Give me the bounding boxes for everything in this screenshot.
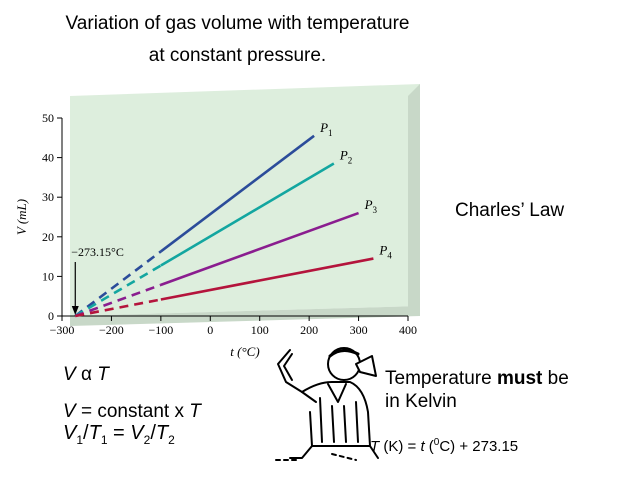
x-tick-label: −200 (99, 323, 124, 337)
series-3-line (160, 211, 360, 287)
x-tick-label: 0 (207, 323, 213, 337)
formula-open: ( (424, 438, 434, 455)
x-tick-label: 100 (251, 323, 269, 337)
chart-labels: −300 −200 −100 0 100 200 300 400 0 10 20 30 40 50 t (°… (14, 111, 417, 359)
series-1-extrapolation (74, 250, 162, 318)
formula-t: T (370, 438, 380, 455)
formula-tsmall: t (420, 438, 425, 455)
x-tick-label: 200 (300, 323, 318, 337)
x-tick-label: −100 (148, 323, 173, 337)
ratio-relation: V1/T1 = V2/T2 (63, 422, 175, 447)
megaphone-man-icon (275, 347, 379, 461)
series-2-label-sub: 2 (348, 156, 353, 166)
kelvin-note: Temperature must be in Kelvin (385, 367, 569, 413)
rel3-v2: V (130, 422, 144, 444)
y-tick-label: 10 (42, 269, 54, 283)
rel1-t: T (97, 364, 109, 385)
formula-close: C) + 273.15 (439, 438, 519, 455)
chart-title-line2: at constant pressure. (148, 45, 327, 66)
formula-k: (K) = (379, 438, 421, 455)
rel3-t2: T (155, 422, 169, 444)
series-1-line (160, 134, 315, 253)
y-axis-label: V (mL) (14, 199, 29, 235)
x-tick-label: 400 (399, 323, 417, 337)
chart-series (74, 134, 374, 318)
annotation-arrow-head (71, 306, 79, 315)
series-2-line (160, 162, 335, 267)
rel3-sub4: 2 (168, 433, 175, 447)
y-tick-label: 30 (42, 190, 54, 204)
chart-title-line1: Variation of gas volume with temperature (65, 13, 410, 34)
rel2-middle: = constant x (75, 401, 190, 422)
rel3-sub3: 2 (143, 433, 151, 447)
series-3-extrapolation (74, 283, 162, 318)
rel3-sub2: 1 (100, 433, 108, 447)
rel2-t: T (189, 401, 201, 422)
alpha-symbol: α (80, 364, 92, 385)
series-2-extrapolation (74, 264, 162, 318)
annotation-label: −273.15°C (71, 245, 124, 259)
note-post: be (542, 368, 569, 389)
rel3-t1: T (88, 422, 101, 444)
kelvin-formula: T (K) = t (0C) + 273.15 (370, 437, 518, 455)
y-tick-label: 50 (42, 111, 54, 125)
chart-axes (57, 117, 409, 321)
y-tick-label: 20 (42, 230, 54, 244)
panel-side (408, 84, 420, 316)
rel3-v1: V (63, 422, 77, 444)
x-axis-label: t (°C) (230, 344, 259, 359)
rel1-v: V (63, 364, 76, 385)
y-tick-label: 40 (42, 151, 54, 165)
series-4-label-sub: 4 (387, 251, 392, 261)
formula-zero: 0 (433, 437, 440, 448)
rel3-sub1: 1 (76, 433, 84, 447)
constant-relation: V = constant x T (63, 401, 201, 423)
series-4-line (160, 257, 374, 301)
note-must: must (496, 368, 543, 389)
note-line2: in Kelvin (385, 391, 457, 412)
x-tick-label: 300 (350, 323, 368, 337)
series-1-label-sub: 1 (328, 128, 333, 138)
charles-law-label: Charles’ Law (455, 200, 565, 221)
proportional-relation: V α T (63, 364, 109, 386)
rel3-eq: = (107, 422, 131, 444)
x-tick-label: −300 (50, 323, 75, 337)
rel2-v: V (63, 401, 76, 422)
panel-back (70, 84, 420, 316)
y-tick-label: 0 (48, 309, 54, 323)
note-pre: Temperature (385, 368, 497, 389)
series-3-label-sub: 3 (373, 205, 378, 215)
